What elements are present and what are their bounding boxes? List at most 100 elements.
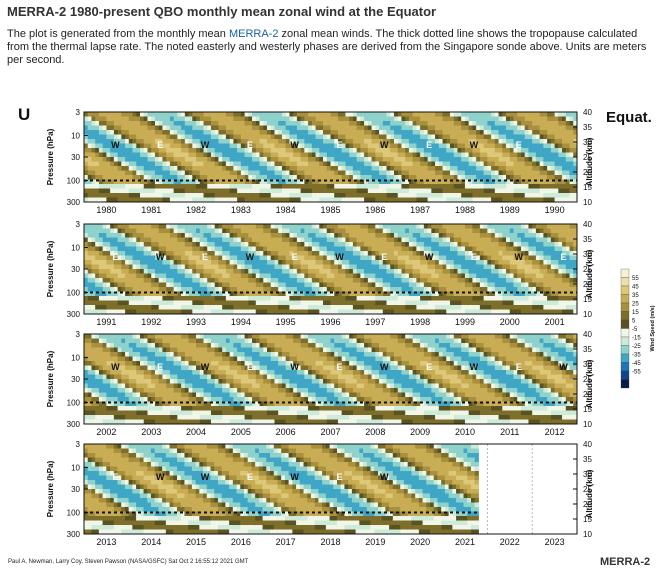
wind-cell xyxy=(450,273,455,279)
wind-cell xyxy=(132,237,137,243)
wind-cell xyxy=(281,152,287,158)
wind-cell xyxy=(446,309,451,314)
wind-cell xyxy=(334,166,339,171)
wind-cell xyxy=(326,296,331,301)
wind-cell xyxy=(255,170,261,176)
wind-cell xyxy=(154,193,160,198)
wind-cell xyxy=(229,282,234,288)
wind-cell xyxy=(91,264,96,270)
wind-cell xyxy=(326,121,331,126)
wind-cell xyxy=(196,255,201,261)
wind-cell xyxy=(390,224,395,229)
wind-cell xyxy=(319,130,324,135)
wind-cell xyxy=(442,125,447,131)
wind-cell xyxy=(184,184,190,189)
wind-cell xyxy=(464,197,470,203)
wind-cell xyxy=(330,170,335,176)
wind-cell xyxy=(524,170,529,176)
wind-cell xyxy=(420,116,425,122)
wind-cell xyxy=(222,179,227,185)
wind-cell xyxy=(461,233,466,238)
wind-cell xyxy=(158,233,163,238)
wind-cell xyxy=(427,134,432,140)
wind-cell xyxy=(360,237,365,243)
wind-cell xyxy=(506,161,511,167)
wind-cell xyxy=(479,134,485,140)
wind-cell xyxy=(87,121,92,126)
wind-cell xyxy=(558,175,563,180)
wind-cell xyxy=(151,282,156,288)
wind-cell xyxy=(382,273,388,279)
wind-cell xyxy=(113,188,119,194)
wind-cell xyxy=(102,242,107,247)
wind-cell xyxy=(106,246,111,252)
wind-cell xyxy=(125,300,130,306)
wind-cell xyxy=(121,246,126,252)
wind-cell xyxy=(248,305,253,310)
wind-cell xyxy=(214,291,219,297)
wind-cell xyxy=(532,152,537,158)
wind-cell xyxy=(117,125,122,131)
wind-cell xyxy=(423,166,429,171)
wind-cell xyxy=(435,134,440,140)
wind-cell xyxy=(136,309,141,314)
wind-cell xyxy=(151,166,156,171)
wind-cell xyxy=(248,130,253,135)
wind-cell xyxy=(543,197,548,203)
wind-cell xyxy=(84,116,89,122)
wind-cell xyxy=(154,233,160,238)
wind-cell xyxy=(91,197,96,203)
wind-cell xyxy=(337,193,343,198)
wind-cell xyxy=(356,251,361,256)
wind-cell xyxy=(457,188,462,194)
wind-cell xyxy=(491,170,496,176)
wind-cell xyxy=(382,152,388,158)
wind-cell xyxy=(412,242,417,247)
wind-cell xyxy=(166,291,171,297)
wind-cell xyxy=(479,260,485,265)
wind-cell xyxy=(166,287,171,292)
wind-cell xyxy=(330,224,335,229)
wind-cell xyxy=(285,233,290,238)
wind-cell xyxy=(364,246,369,252)
wind-cell xyxy=(390,282,395,288)
wind-cell xyxy=(166,278,171,283)
wind-cell xyxy=(367,134,373,140)
wind-cell xyxy=(117,179,122,185)
wind-cell xyxy=(435,282,440,288)
wind-cell xyxy=(330,139,335,144)
wind-cell xyxy=(87,233,92,238)
wind-cell xyxy=(281,251,287,256)
wind-cell xyxy=(423,134,429,140)
merra2-link[interactable]: MERRA-2 xyxy=(228,28,279,40)
wind-cell xyxy=(240,175,246,180)
wind-cell xyxy=(95,309,100,314)
wind-cell xyxy=(210,251,216,256)
wind-cell xyxy=(285,121,290,126)
wind-cell xyxy=(207,305,212,310)
desc-text-post: zonal mean winds. The thick dotted line … xyxy=(7,28,647,66)
wind-cell xyxy=(390,134,395,140)
wind-cell xyxy=(91,188,96,194)
wind-cell xyxy=(240,148,246,153)
wind-cell xyxy=(461,170,466,176)
wind-cell xyxy=(147,309,152,314)
wind-cell xyxy=(222,300,227,306)
wind-cell xyxy=(128,300,134,306)
wind-cell xyxy=(248,264,253,270)
wind-cell xyxy=(300,269,305,274)
wind-cell xyxy=(524,157,529,162)
wind-cell xyxy=(330,152,335,158)
wind-cell xyxy=(289,184,294,189)
wind-cell xyxy=(311,188,317,194)
wind-cell xyxy=(128,291,134,297)
wind-cell xyxy=(472,116,477,122)
wind-cell xyxy=(464,242,470,247)
wind-cell xyxy=(390,278,395,283)
wind-cell xyxy=(371,166,376,171)
wind-cell xyxy=(379,188,384,194)
wind-cell xyxy=(367,242,373,247)
wind-cell xyxy=(225,228,231,234)
wind-cell xyxy=(222,255,227,261)
